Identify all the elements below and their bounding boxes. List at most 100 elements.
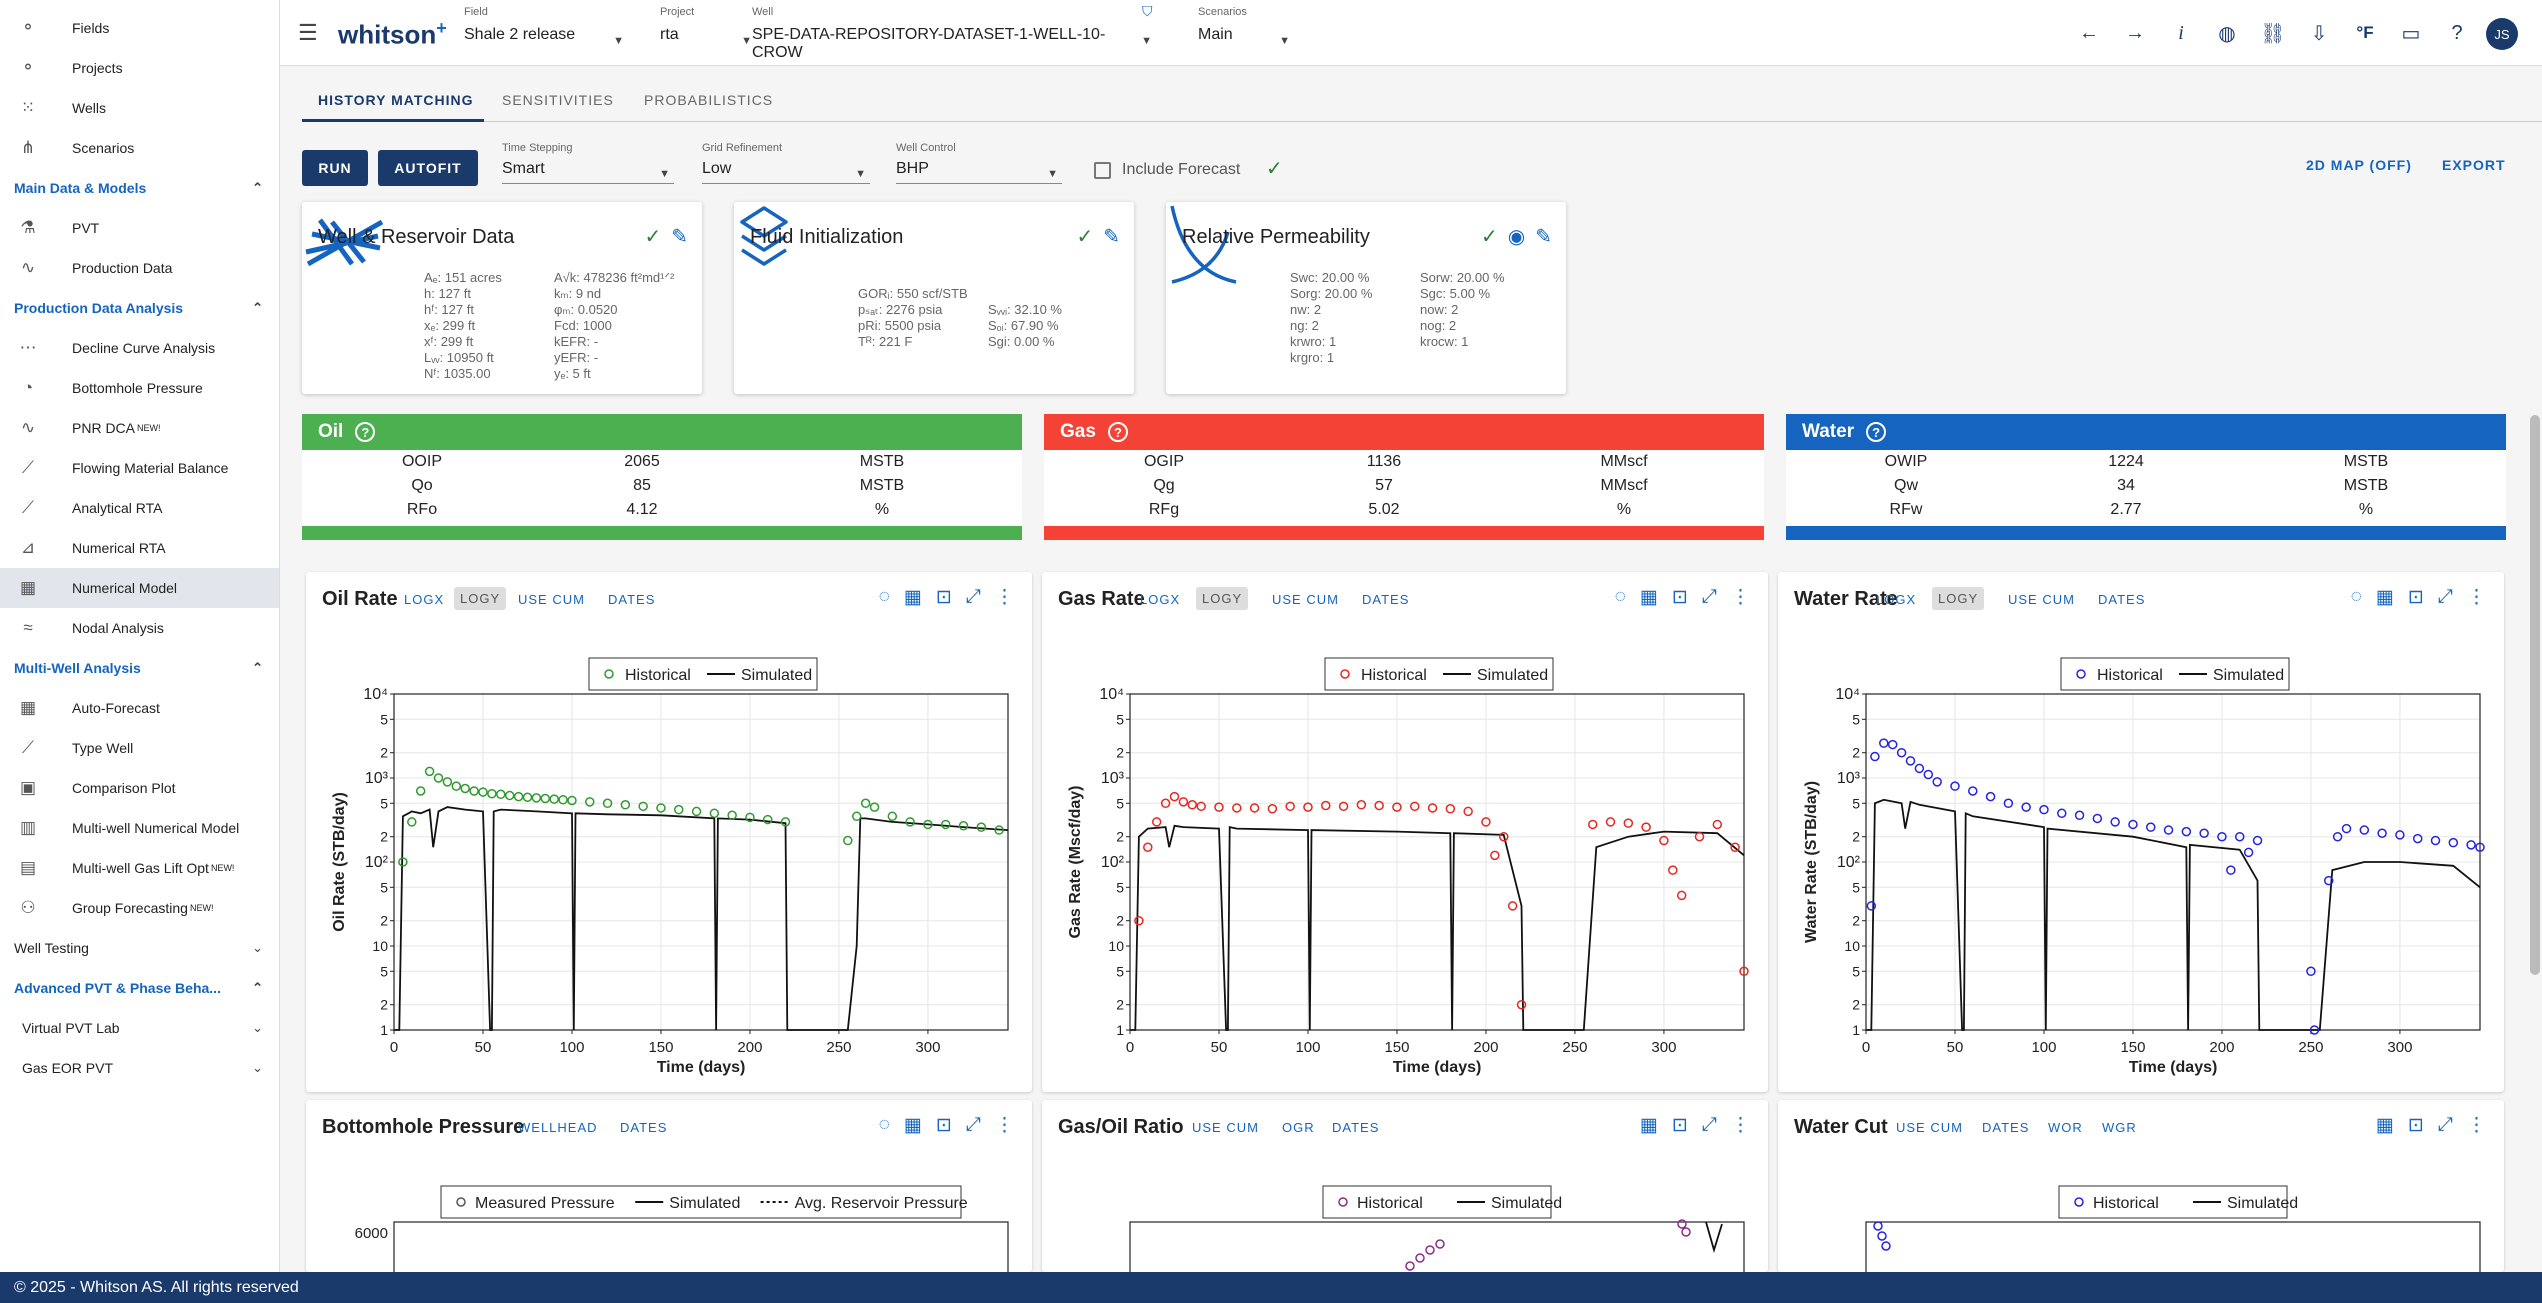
more-icon[interactable]: ⋮ — [2467, 587, 2486, 608]
table-icon[interactable]: ▦ — [2375, 1115, 2394, 1136]
avatar[interactable]: JS — [2486, 18, 2518, 50]
download-icon[interactable]: ⇩ — [2310, 22, 2328, 45]
sidebar-item-type-well[interactable]: ⟋ Type Well — [0, 728, 279, 768]
dates-toggle[interactable]: DATES — [1332, 1120, 1380, 1135]
logx-toggle[interactable]: LOGX — [1140, 592, 1181, 607]
sidebar-item-scenarios[interactable]: ⋔ Scenarios — [0, 128, 279, 168]
sidebar-item-auto-forecast[interactable]: ▦ Auto-Forecast — [0, 688, 279, 728]
zoom-fit-icon[interactable]: ⊡ — [1671, 1115, 1688, 1136]
eye-icon[interactable]: ◉ — [1507, 226, 1526, 248]
field-select[interactable]: Field Shale 2 release ▼ — [464, 6, 624, 47]
edit-icon[interactable]: ✎ — [1535, 226, 1552, 248]
sidebar-item-pvt[interactable]: ⚗ PVT — [0, 208, 279, 248]
zoom-fit-icon[interactable]: ⊡ — [2407, 587, 2424, 608]
sidebar-item-wells[interactable]: ⁙ Wells — [0, 88, 279, 128]
sidebar-item-analytical-rta[interactable]: ⟋ Analytical RTA — [0, 488, 279, 528]
logy-toggle[interactable]: LOGY — [454, 587, 507, 610]
dates-toggle[interactable]: DATES — [2098, 592, 2146, 607]
zoom-fit-icon[interactable]: ⊡ — [935, 587, 952, 608]
more-icon[interactable]: ⋮ — [995, 1115, 1014, 1136]
tab-probabilistics[interactable]: PROBABILISTICS — [644, 92, 774, 108]
more-icon[interactable]: ⋮ — [1731, 1115, 1750, 1136]
section-advanced-pvt[interactable]: Advanced PVT & Phase Beha... ⌃ — [0, 968, 279, 1008]
logy-toggle[interactable]: LOGY — [1196, 587, 1249, 610]
logy-toggle[interactable]: LOGY — [1932, 587, 1985, 610]
fullscreen-icon[interactable]: ⤢ — [1701, 586, 1717, 607]
dates-toggle[interactable]: DATES — [608, 592, 656, 607]
wellhead-toggle[interactable]: WELLHEAD — [518, 1120, 598, 1135]
table-icon[interactable]: ▦ — [1639, 1115, 1658, 1136]
section-multi-well[interactable]: Multi-Well Analysis ⌃ — [0, 648, 279, 688]
time-stepping-select[interactable]: Time Stepping Smart ▼ — [502, 142, 674, 184]
section-main-data[interactable]: Main Data & Models ⌃ — [0, 168, 279, 208]
sidebar-item-flowing-material-balance[interactable]: ⟋ Flowing Material Balance — [0, 448, 279, 488]
logx-toggle[interactable]: LOGX — [1876, 592, 1917, 607]
sidebar-item-production-data[interactable]: ∿ Production Data — [0, 248, 279, 288]
more-icon[interactable]: ⋮ — [1731, 587, 1750, 608]
dates-toggle[interactable]: DATES — [1362, 592, 1410, 607]
fullscreen-icon[interactable]: ⤢ — [965, 586, 981, 607]
zoom-fit-icon[interactable]: ⊡ — [935, 1115, 952, 1136]
sidebar-item-numerical-rta[interactable]: ⊿ Numerical RTA — [0, 528, 279, 568]
sidebar-item-bottomhole-pressure[interactable]: ◔ Bottomhole Pressure — [0, 368, 279, 408]
dates-toggle[interactable]: DATES — [1982, 1120, 2030, 1135]
dates-toggle[interactable]: DATES — [620, 1120, 668, 1135]
fullscreen-icon[interactable]: ⤢ — [2437, 586, 2453, 607]
export-button[interactable]: EXPORT — [2442, 157, 2506, 173]
arrow-left-icon[interactable]: ← — [2079, 21, 2099, 44]
usecum-toggle[interactable]: USE CUM — [1896, 1120, 1963, 1135]
sidebar-item-multi-well-gas-lift-opt[interactable]: ▤ Multi-well Gas Lift Opt NEW! — [0, 848, 279, 888]
usecum-toggle[interactable]: USE CUM — [518, 592, 585, 607]
usecum-toggle[interactable]: USE CUM — [1272, 592, 1339, 607]
usecum-toggle[interactable]: USE CUM — [2008, 592, 2075, 607]
select-icon[interactable]: ◌ — [878, 586, 890, 607]
scenario-select[interactable]: Scenarios Main ▼ — [1198, 6, 1290, 47]
sidebar-item-nodal-analysis[interactable]: ≈ Nodal Analysis — [0, 608, 279, 648]
edit-icon[interactable]: ✎ — [1103, 226, 1120, 248]
feedback-icon[interactable]: ▭ — [2401, 22, 2421, 45]
info-icon[interactable]: i — [2178, 21, 2184, 44]
tab-sensitivities[interactable]: SENSITIVITIES — [502, 92, 614, 108]
more-icon[interactable]: ⋮ — [995, 587, 1014, 608]
wgr-toggle[interactable]: WGR — [2102, 1120, 2137, 1135]
tab-history-matching[interactable]: HISTORY MATCHING — [318, 92, 474, 108]
usecum-toggle[interactable]: USE CUM — [1192, 1120, 1259, 1135]
table-icon[interactable]: ▦ — [903, 587, 922, 608]
fullscreen-icon[interactable]: ⤢ — [2437, 1114, 2453, 1135]
sidebar-item-comparison-plot[interactable]: ▣ Comparison Plot — [0, 768, 279, 808]
filter-icon[interactable]: ⛉ — [1142, 3, 1153, 19]
sidebar-item-group-forecasting[interactable]: ⚇ Group Forecasting NEW! — [0, 888, 279, 928]
project-select[interactable]: Project rta ▼ — [660, 6, 752, 47]
units-toggle[interactable]: °F — [2356, 23, 2374, 42]
more-icon[interactable]: ⋮ — [2467, 1115, 2486, 1136]
logx-toggle[interactable]: LOGX — [404, 592, 445, 607]
help-icon[interactable]: ? — [1866, 422, 1887, 442]
select-icon[interactable]: ◌ — [2350, 586, 2362, 607]
table-icon[interactable]: ▦ — [2375, 587, 2394, 608]
help-icon[interactable]: ? — [355, 422, 376, 442]
help-icon[interactable]: ? — [1107, 422, 1128, 442]
zoom-fit-icon[interactable]: ⊡ — [2407, 1115, 2424, 1136]
include-forecast-checkbox[interactable] — [1094, 162, 1111, 179]
autofit-button[interactable]: AUTOFIT — [378, 150, 478, 186]
fullscreen-icon[interactable]: ⤢ — [1701, 1114, 1717, 1135]
2d-map-button[interactable]: 2D MAP (OFF) — [2306, 157, 2412, 173]
scrollbar[interactable] — [2530, 415, 2540, 975]
zoom-fit-icon[interactable]: ⊡ — [1671, 587, 1688, 608]
table-icon[interactable]: ▦ — [903, 1115, 922, 1136]
fluid-initialization-card[interactable]: Fluid Initialization ✓ ✎ GORᵢ: 550 scf/ST… — [734, 202, 1134, 394]
globe-icon[interactable]: ◍ — [2218, 22, 2236, 45]
fullscreen-icon[interactable]: ⤢ — [965, 1114, 981, 1135]
sidebar-item-multi-well-numerical-model[interactable]: ▥ Multi-well Numerical Model — [0, 808, 279, 848]
table-icon[interactable]: ▦ — [1639, 587, 1658, 608]
sidebar-item-numerical-model[interactable]: ▦ Numerical Model — [0, 568, 279, 608]
edit-icon[interactable]: ✎ — [671, 226, 688, 248]
section-pda[interactable]: Production Data Analysis ⌃ — [0, 288, 279, 328]
sidebar-item-pnr-dca[interactable]: ∿ PNR DCA NEW! — [0, 408, 279, 448]
wor-toggle[interactable]: WOR — [2048, 1120, 2083, 1135]
sidebar-item-fields[interactable]: ⚬ Fields — [0, 8, 279, 48]
arrow-right-icon[interactable]: → — [2125, 21, 2145, 44]
grid-refinement-select[interactable]: Grid Refinement Low ▼ — [702, 142, 870, 184]
sidebar-item-projects[interactable]: ⚬ Projects — [0, 48, 279, 88]
well-select[interactable]: Well SPE-DATA-REPOSITORY-DATASET-1-WELL-1… — [752, 6, 1152, 62]
